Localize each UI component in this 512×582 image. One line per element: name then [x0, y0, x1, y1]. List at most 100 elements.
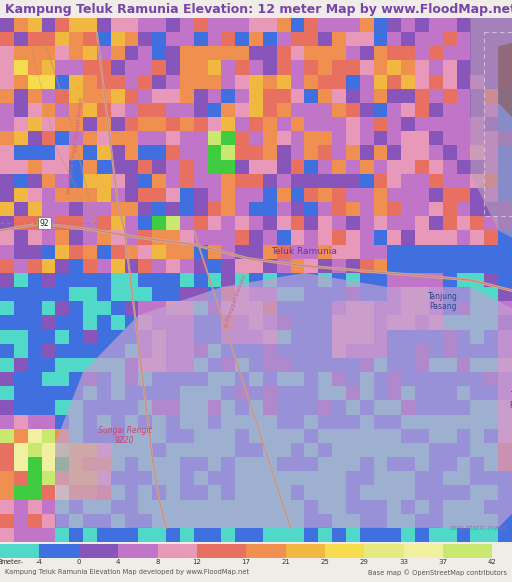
Bar — [374, 443, 388, 457]
Bar — [221, 485, 235, 499]
Bar — [124, 32, 138, 47]
Bar — [207, 414, 221, 429]
Bar — [152, 146, 166, 159]
Bar — [443, 188, 457, 202]
Bar — [124, 400, 138, 414]
Bar — [484, 117, 498, 132]
Bar — [318, 146, 332, 159]
Bar — [360, 471, 374, 485]
Bar — [55, 386, 69, 400]
Bar — [69, 414, 83, 429]
Bar — [166, 217, 180, 230]
Bar — [111, 273, 124, 287]
Bar — [318, 202, 332, 217]
Bar — [138, 244, 152, 259]
Bar — [138, 400, 152, 414]
Bar — [55, 443, 69, 457]
Bar — [41, 61, 55, 74]
Bar — [55, 485, 69, 499]
Bar — [194, 188, 207, 202]
Bar — [457, 47, 471, 61]
Bar — [207, 400, 221, 414]
Bar — [415, 89, 429, 103]
Bar — [374, 188, 388, 202]
Bar — [498, 344, 512, 358]
Bar — [429, 429, 443, 443]
Bar — [332, 61, 346, 74]
Bar — [415, 443, 429, 457]
Bar — [83, 358, 97, 372]
Bar — [0, 32, 14, 47]
Bar — [346, 159, 360, 174]
Bar — [457, 457, 471, 471]
Bar — [471, 358, 484, 372]
Bar — [55, 259, 69, 273]
Bar — [138, 471, 152, 485]
Bar — [388, 202, 401, 217]
Bar — [207, 344, 221, 358]
Bar — [360, 457, 374, 471]
Bar — [305, 499, 318, 514]
Text: Sungai Rengit
9220: Sungai Rengit 9220 — [98, 426, 151, 445]
Bar — [415, 132, 429, 146]
Bar — [318, 528, 332, 542]
Bar — [111, 386, 124, 400]
Bar — [97, 499, 111, 514]
Bar — [111, 485, 124, 499]
Bar — [388, 32, 401, 47]
Bar — [401, 301, 415, 315]
Bar — [194, 202, 207, 217]
Bar — [401, 244, 415, 259]
Bar — [443, 117, 457, 132]
Bar — [457, 287, 471, 301]
Bar — [14, 159, 28, 174]
Bar — [166, 528, 180, 542]
Bar — [180, 528, 194, 542]
Bar — [55, 344, 69, 358]
Bar — [403, 544, 443, 558]
Bar — [457, 89, 471, 103]
Bar — [401, 159, 415, 174]
Bar — [388, 315, 401, 329]
Bar — [291, 372, 305, 386]
Bar — [305, 18, 318, 32]
Bar — [0, 471, 14, 485]
Bar — [55, 287, 69, 301]
Bar — [249, 230, 263, 244]
Bar — [111, 174, 124, 188]
Bar — [332, 188, 346, 202]
Bar — [152, 132, 166, 146]
Bar — [415, 414, 429, 429]
Bar — [401, 315, 415, 329]
Bar — [83, 485, 97, 499]
Bar — [263, 329, 277, 344]
Bar — [291, 18, 305, 32]
Bar — [263, 159, 277, 174]
Bar — [97, 202, 111, 217]
Bar — [28, 499, 41, 514]
Bar — [457, 315, 471, 329]
Bar — [152, 188, 166, 202]
Bar — [360, 429, 374, 443]
Bar — [28, 400, 41, 414]
Bar — [318, 471, 332, 485]
Bar — [484, 159, 498, 174]
Bar — [194, 400, 207, 414]
Bar — [429, 244, 443, 259]
Bar — [69, 329, 83, 344]
Bar — [249, 32, 263, 47]
Bar — [111, 372, 124, 386]
Bar — [235, 471, 249, 485]
Bar — [443, 514, 457, 528]
Bar — [83, 329, 97, 344]
Bar — [249, 329, 263, 344]
Bar — [388, 457, 401, 471]
Bar — [471, 244, 484, 259]
Bar — [235, 117, 249, 132]
Bar — [55, 174, 69, 188]
Bar — [14, 499, 28, 514]
Bar — [138, 117, 152, 132]
Bar — [0, 386, 14, 400]
Bar — [415, 230, 429, 244]
Bar — [97, 61, 111, 74]
